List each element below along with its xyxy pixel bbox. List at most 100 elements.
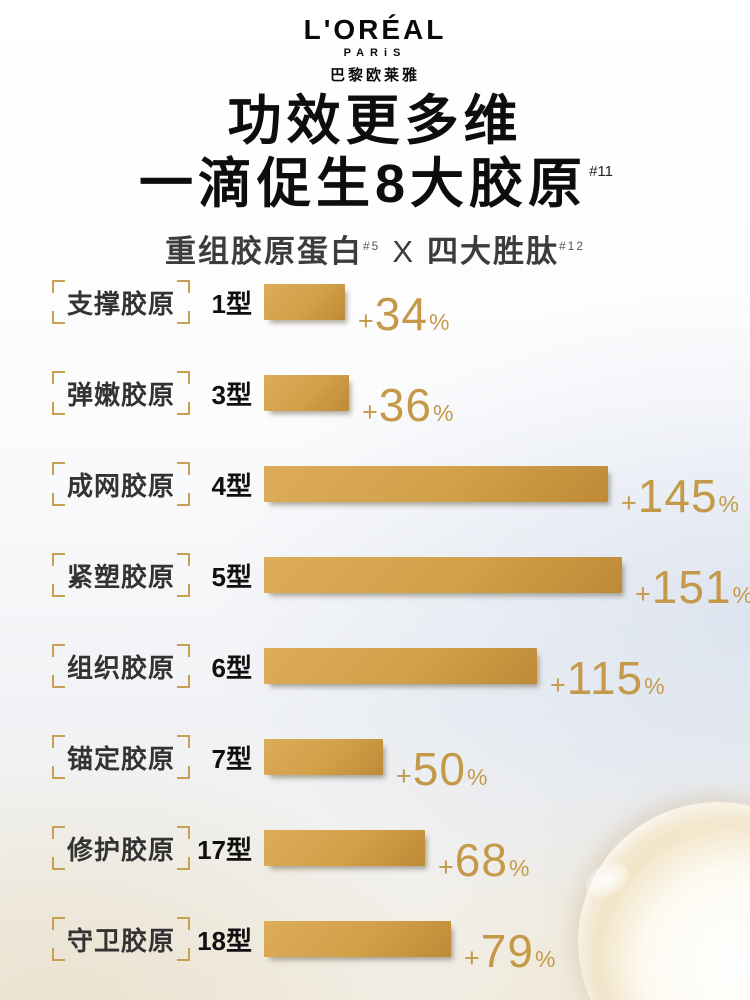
bracket-corner-icon	[52, 766, 65, 779]
percent-sign: %	[508, 855, 530, 881]
percent-increase-value: +151%	[635, 560, 750, 614]
bar	[264, 921, 451, 957]
bar-area: +36%	[264, 366, 712, 431]
percent-sign: %	[733, 582, 750, 609]
plus-sign: +	[550, 670, 566, 700]
collagen-category-text: 修护胶原	[66, 834, 175, 865]
collagen-type-label: 1型	[211, 288, 252, 319]
bracket-corner-icon	[52, 584, 65, 597]
collagen-type-label: 5型	[211, 561, 252, 592]
chart-row: 成网胶原 4型 +145%	[52, 462, 739, 522]
chart-row: 组织胶原 6型 +115%	[52, 644, 712, 704]
percent-number: 79	[480, 925, 534, 977]
bracket-corner-icon	[52, 826, 65, 839]
plus-sign: +	[621, 488, 637, 518]
bar	[264, 375, 349, 411]
bracket-corner-icon	[52, 735, 65, 748]
bracket-corner-icon	[177, 857, 190, 870]
bracket-corner-icon	[177, 766, 190, 779]
percent-sign: %	[466, 764, 488, 790]
bracket-corner-icon	[177, 917, 190, 930]
bracket-corner-icon	[52, 553, 65, 566]
chart-row: 守卫胶原 18型 +79%	[52, 917, 712, 977]
bracket-corner-icon	[177, 493, 190, 506]
collagen-category-text: 紧塑胶原	[66, 561, 175, 592]
percent-increase-value: +50%	[396, 742, 487, 796]
headline: 功效更多维 一滴促生8大胶原 #11	[0, 90, 750, 215]
bar-area: +79%	[264, 912, 712, 977]
percent-increase-value: +68%	[438, 833, 529, 887]
chart-row: 弹嫩胶原 3型 +36%	[52, 371, 712, 431]
loreal-logo: L'ORÉAL PARiS 巴黎欧莱雅	[0, 14, 750, 85]
bracket-corner-icon	[177, 553, 190, 566]
bracket-corner-icon	[177, 402, 190, 415]
bracket-corner-icon	[52, 462, 65, 475]
headline-line1: 功效更多维	[0, 90, 750, 153]
bracket-corner-icon	[52, 644, 65, 657]
collagen-type-label: 4型	[211, 470, 252, 501]
percent-number: 151	[651, 561, 732, 613]
bracket-corner-icon	[177, 280, 190, 293]
collagen-type-label: 17型	[197, 834, 252, 865]
bracket-corner-icon	[177, 311, 190, 324]
loreal-wordmark: L'ORÉAL	[303, 14, 447, 45]
collagen-category-text: 弹嫩胶原	[66, 379, 175, 410]
percent-number: 50	[412, 743, 466, 795]
chart-row: 锚定胶原 7型 +50%	[52, 735, 712, 795]
percent-sign: %	[718, 491, 739, 517]
bracket-corner-icon	[52, 371, 65, 384]
bar	[264, 648, 537, 684]
bracket-corner-icon	[177, 644, 190, 657]
bracket-corner-icon	[177, 735, 190, 748]
collagen-category-label: 修护胶原	[52, 826, 190, 870]
bracket-corner-icon	[52, 857, 65, 870]
subheadline-part1: 重组胶原蛋白	[164, 234, 363, 269]
bracket-corner-icon	[52, 948, 65, 961]
headline-line2: 一滴促生8大胶原 #11	[0, 153, 750, 216]
collagen-category-label: 守卫胶原	[52, 917, 190, 961]
plus-sign: +	[396, 761, 412, 791]
bracket-corner-icon	[177, 826, 190, 839]
subheadline: 重组胶原蛋白#5 X 四大胜肽#12	[0, 226, 750, 271]
collagen-category-label: 组织胶原	[52, 644, 190, 688]
headline-footnote-mark: #11	[589, 162, 613, 180]
paris-wordmark: PARiS	[343, 47, 407, 59]
bracket-corner-icon	[177, 584, 190, 597]
percent-number: 115	[566, 652, 644, 704]
collagen-category-label: 锚定胶原	[52, 735, 190, 779]
percent-increase-value: +34%	[358, 287, 449, 341]
bracket-corner-icon	[52, 402, 65, 415]
percent-sign: %	[428, 309, 450, 335]
bar-area: +68%	[264, 821, 712, 886]
subheadline-part2: 四大胜肽	[427, 234, 559, 269]
collagen-category-text: 组织胶原	[66, 652, 175, 683]
collagen-type-label: 18型	[197, 925, 252, 956]
bracket-corner-icon	[52, 675, 65, 688]
percent-number: 36	[378, 379, 432, 431]
bar-area: +50%	[264, 730, 712, 795]
percent-sign: %	[432, 400, 454, 426]
loreal-chinese-name: 巴黎欧莱雅	[329, 67, 420, 84]
collagen-type-label: 6型	[211, 652, 252, 683]
collagen-bar-chart: 支撑胶原 1型 +34% 弹嫩胶原 3型 +36%	[52, 280, 750, 1000]
chart-row: 修护胶原 17型 +68%	[52, 826, 712, 886]
bracket-corner-icon	[52, 280, 65, 293]
headline-line1-text: 功效更多维	[227, 91, 523, 151]
collagen-type-label: 7型	[211, 743, 252, 774]
collagen-category-label: 弹嫩胶原	[52, 371, 190, 415]
subheadline-connector: X	[392, 234, 415, 269]
bracket-corner-icon	[177, 462, 190, 475]
bar	[264, 830, 425, 866]
percent-number: 68	[454, 834, 508, 886]
percent-number: 34	[374, 288, 428, 340]
chart-row: 紧塑胶原 5型 +151%	[52, 553, 750, 613]
bar-area: +115%	[264, 639, 712, 704]
collagen-type-label: 3型	[211, 379, 252, 410]
subheadline-footnote2: #12	[559, 239, 586, 253]
headline-line2-text: 一滴促生8大胶原	[139, 153, 588, 214]
bracket-corner-icon	[52, 917, 65, 930]
bracket-corner-icon	[52, 493, 65, 506]
collagen-category-label: 支撑胶原	[52, 280, 190, 324]
bracket-corner-icon	[177, 371, 190, 384]
